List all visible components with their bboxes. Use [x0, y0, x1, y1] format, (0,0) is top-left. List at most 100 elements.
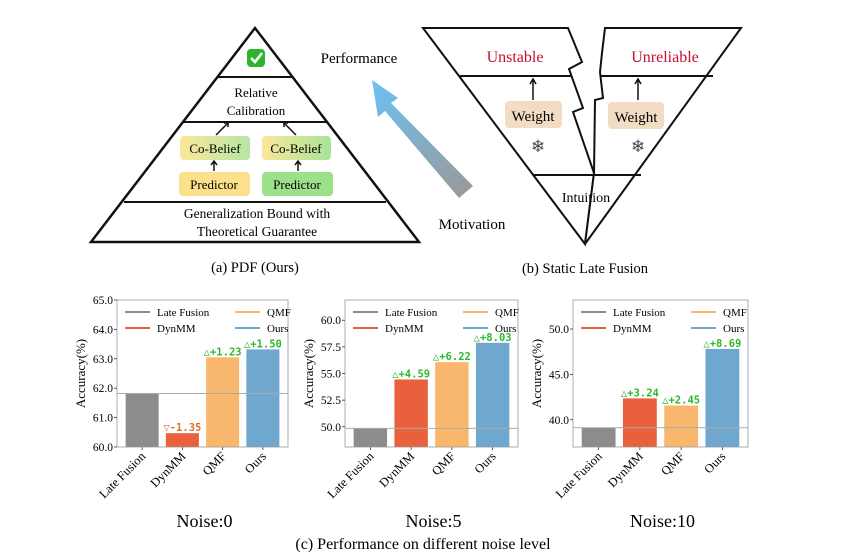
- panel-a-caption: (a) PDF (Ours): [211, 260, 299, 276]
- arrow-icon: [224, 122, 229, 127]
- x-tick-label: Late Fusion: [96, 449, 148, 501]
- legend-label: Late Fusion: [157, 307, 210, 319]
- delta-label: ▽-1.35: [163, 422, 201, 434]
- x-tick-label: Ours: [472, 449, 499, 476]
- bar: [622, 398, 657, 447]
- co-belief-label: Co-Belief: [189, 141, 241, 156]
- arrow-icon: [215, 123, 228, 136]
- bar-chart-noise5: Late Fusion DynMM△+4.59QMF△+6.22Ours△+8.0…: [301, 299, 519, 531]
- co-belief-label: Co-Belief: [270, 141, 322, 156]
- pyramid-diagram: Relative Calibration Co-Belief Co-Belief…: [88, 25, 422, 276]
- bar: [664, 405, 699, 447]
- x-tick-label: Late Fusion: [553, 449, 605, 501]
- x-tick-label: QMF: [200, 449, 229, 478]
- y-axis-label: Accuracy(%): [73, 339, 88, 408]
- arrow-icon: [529, 77, 537, 100]
- chart-title: Noise:0: [177, 511, 233, 531]
- predictor-box-right: [262, 172, 333, 196]
- legend-label: Late Fusion: [385, 307, 438, 319]
- x-tick-label: Ours: [701, 449, 728, 476]
- bar: [394, 379, 428, 447]
- plot-frame: [116, 299, 289, 448]
- legend-label: Ours: [723, 323, 744, 335]
- predictor-label: Predictor: [190, 177, 238, 192]
- x-tick-label: QMF: [658, 449, 687, 478]
- inverted-pyramid-diagram: Unstable Unreliable Weight Weight ❄ ❄ In…: [421, 27, 743, 277]
- bar: [705, 348, 740, 447]
- x-tick-label: QMF: [429, 449, 458, 478]
- weight-box-left: [505, 101, 562, 128]
- y-tick-label: 55.0: [321, 369, 341, 381]
- bar: [581, 427, 616, 447]
- arrow-icon: [284, 123, 297, 136]
- panel-c-caption: (c) Performance on different noise level: [295, 536, 551, 553]
- delta-label: △+6.22: [433, 351, 471, 363]
- chart-title: Noise:10: [630, 511, 695, 531]
- snowflake-icon: ❄: [531, 137, 545, 156]
- bar: [165, 433, 199, 447]
- arrow-icon: [283, 122, 288, 127]
- legend-label: Ours: [267, 323, 288, 335]
- generalization-bound-label: Generalization Bound with: [184, 206, 330, 221]
- y-tick-label: 63.0: [93, 354, 113, 366]
- pyramid-outline: [88, 25, 422, 244]
- x-tick-label: DynMM: [148, 449, 189, 490]
- bar: [125, 393, 159, 447]
- bar-chart-noise0: Late Fusion DynMM▽-1.35QMF△+1.23Ours△+1.5…: [73, 295, 291, 531]
- motivation-arrow: Performance Motivation: [321, 51, 506, 233]
- unreliable-label: Unreliable: [631, 49, 699, 66]
- y-tick-label: 50.0: [549, 324, 569, 336]
- relative-calibration-label: Relative: [234, 85, 278, 100]
- legend-label: DynMM: [385, 323, 424, 335]
- y-tick-label: 61.0: [93, 413, 113, 425]
- plot-frame: [572, 299, 749, 448]
- bar: [475, 342, 510, 447]
- bar: [206, 357, 240, 447]
- delta-label: △+2.45: [662, 395, 700, 407]
- generalization-bound-label: Theoretical Guarantee: [197, 224, 317, 239]
- bar: [435, 362, 469, 447]
- y-axis-label: Accuracy(%): [301, 339, 316, 408]
- arrow-icon: [634, 77, 642, 100]
- y-tick-label: 57.5: [321, 342, 341, 354]
- weight-label: Weight: [615, 110, 659, 126]
- bar: [246, 349, 280, 447]
- legend-label: DynMM: [157, 323, 196, 335]
- delta-label: △+3.24: [621, 387, 659, 399]
- predictor-label: Predictor: [273, 177, 321, 192]
- snowflake-icon: ❄: [631, 137, 645, 156]
- arrow-icon: [210, 159, 218, 171]
- y-tick-label: 50.0: [321, 422, 341, 434]
- delta-label: △+4.59: [392, 368, 430, 380]
- x-tick-label: Late Fusion: [325, 449, 377, 501]
- chart-title: Noise:5: [406, 511, 462, 531]
- arrow-icon: [294, 159, 302, 171]
- noise-charts: Late Fusion DynMM▽-1.35QMF△+1.23Ours△+1.5…: [73, 295, 749, 531]
- legend-label: QMF: [723, 307, 747, 319]
- y-tick-label: 62.0: [93, 383, 113, 395]
- bar-chart-noise10: Late Fusion DynMM△+3.24QMF△+2.45Ours△+8.6…: [529, 299, 749, 531]
- right-broken-piece: [584, 27, 743, 245]
- delta-label: △+1.50: [244, 338, 282, 350]
- gradient-arrow-icon: [372, 80, 473, 198]
- y-tick-label: 65.0: [93, 295, 113, 307]
- legend-label: QMF: [267, 307, 291, 319]
- check-mark-icon: [247, 49, 265, 67]
- legend-label: Late Fusion: [613, 307, 666, 319]
- bar: [353, 428, 388, 447]
- panel-b-caption: (b) Static Late Fusion: [522, 261, 649, 277]
- relative-calibration-label: Calibration: [227, 103, 286, 118]
- y-tick-label: 60.0: [93, 442, 113, 454]
- y-axis-label: Accuracy(%): [529, 339, 544, 408]
- y-tick-label: 60.0: [321, 315, 341, 327]
- delta-label: △+1.23: [204, 346, 242, 358]
- x-tick-label: Ours: [242, 449, 269, 476]
- legend-label: QMF: [495, 307, 519, 319]
- unstable-label: Unstable: [487, 49, 544, 66]
- y-tick-label: 52.5: [321, 395, 341, 407]
- predictor-box-left: [179, 172, 250, 196]
- weight-box-right: [608, 102, 664, 129]
- y-tick-label: 40.0: [549, 415, 569, 427]
- co-belief-box-left: [180, 136, 250, 160]
